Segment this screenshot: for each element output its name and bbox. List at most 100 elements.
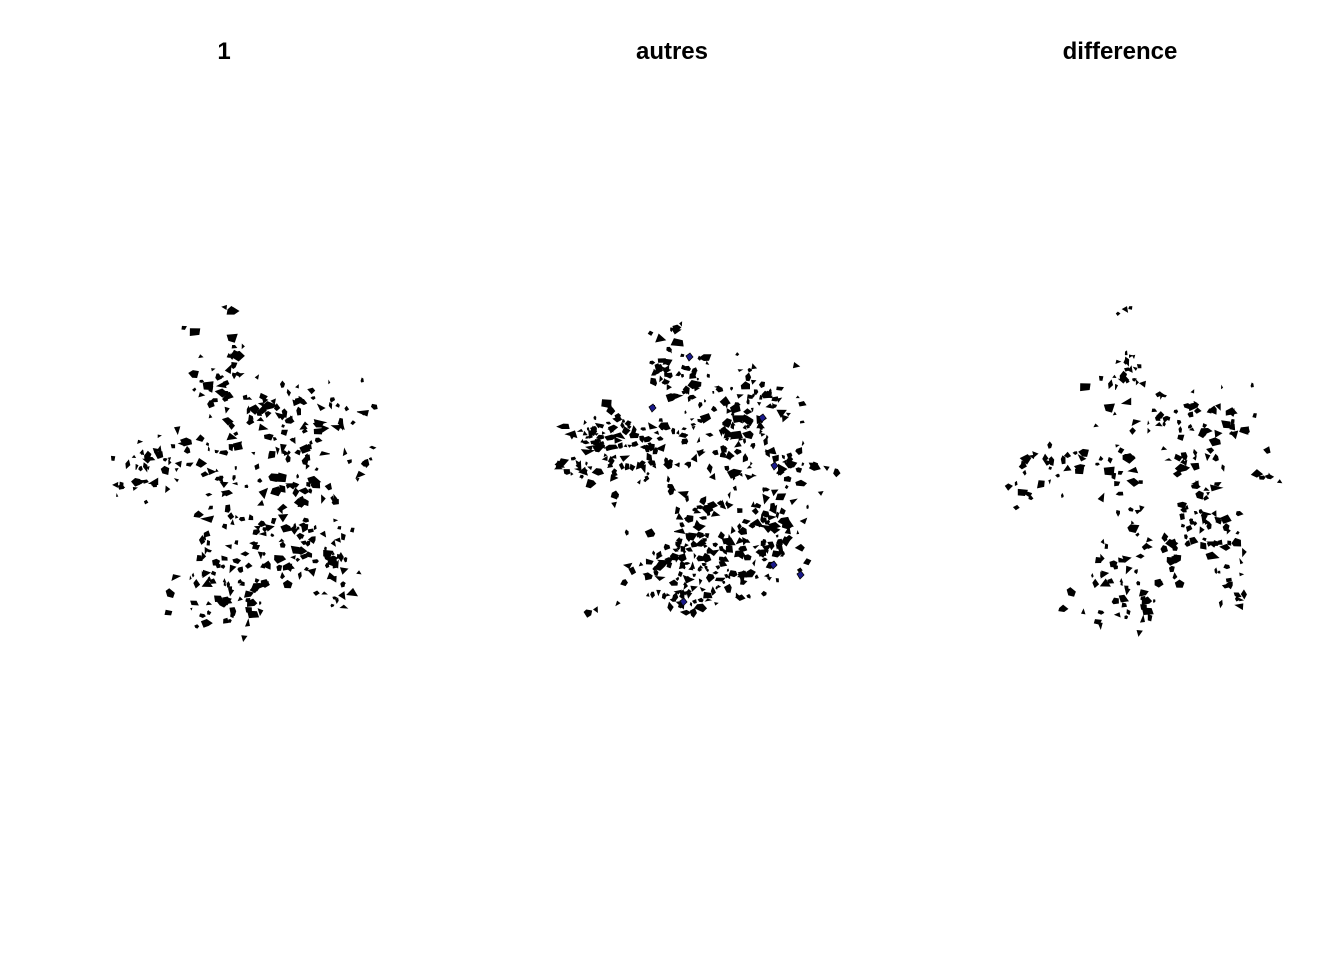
- parcel-polygon: [750, 501, 756, 508]
- parcel-polygon: [312, 559, 319, 564]
- parcel-polygon: [254, 463, 260, 471]
- parcel-polygon: [1235, 530, 1240, 535]
- parcel-polygon: [603, 453, 608, 458]
- parcel-polygon: [1022, 469, 1027, 476]
- parcel-polygon: [611, 501, 617, 509]
- parcel-polygon: [1187, 411, 1194, 418]
- parcel-polygon: [280, 429, 288, 436]
- parcel-polygon: [307, 387, 316, 395]
- parcel-polygon: [575, 459, 580, 465]
- parcel-polygon: [110, 455, 116, 461]
- parcel-polygon: [685, 575, 690, 581]
- parcel-polygon: [252, 587, 260, 592]
- parcel-polygon: [593, 415, 597, 421]
- parcel-polygon: [795, 447, 803, 455]
- parcel-polygon: [722, 580, 726, 585]
- parcel-polygon: [1124, 350, 1128, 356]
- parcel-polygon: [334, 537, 341, 543]
- parcel-polygon: [198, 392, 206, 398]
- parcel-polygon: [682, 550, 687, 555]
- parcel-polygon: [1177, 434, 1185, 441]
- parcel-polygon: [1042, 459, 1054, 466]
- parcel-polygon: [170, 444, 176, 449]
- parcel-polygon: [355, 470, 366, 479]
- parcel-polygon: [750, 379, 757, 385]
- parcel-polygon: [759, 394, 763, 400]
- parcel-polygon: [570, 471, 574, 476]
- parcel-polygon: [1214, 567, 1218, 575]
- parcel-polygon: [227, 618, 232, 623]
- parcel-polygon: [775, 578, 779, 583]
- parcel-polygon: [1117, 470, 1124, 475]
- parcel-polygon: [335, 597, 339, 605]
- parcel-polygon: [683, 543, 689, 548]
- parcel-polygon: [1131, 419, 1142, 426]
- parcel-polygon: [758, 381, 766, 388]
- parcel-polygon: [1221, 464, 1225, 472]
- parcel-polygon: [683, 562, 691, 565]
- parcel-polygon: [196, 554, 203, 562]
- parcel-polygon: [205, 492, 213, 497]
- parcel-polygon: [667, 483, 675, 490]
- parcel-polygon: [654, 576, 666, 582]
- parcel-polygon: [1107, 578, 1115, 584]
- parcel-polygon: [173, 478, 179, 483]
- parcel-polygon: [647, 422, 658, 430]
- parcel-polygon: [784, 525, 791, 535]
- parcel-polygon: [656, 436, 664, 441]
- map-panel-difference: difference: [896, 0, 1344, 960]
- parcel-polygon: [646, 452, 653, 462]
- parcel-polygon: [301, 427, 308, 434]
- parcel-polygon: [576, 428, 584, 432]
- parcel-polygon: [717, 531, 725, 540]
- parcel-polygon: [645, 592, 650, 597]
- parcel-polygon: [258, 423, 269, 431]
- parcel-polygon: [714, 602, 719, 606]
- parcel-polygon: [725, 545, 734, 553]
- parcel-polygon: [1042, 453, 1049, 462]
- parcel-polygon: [675, 512, 684, 520]
- parcel-polygon: [232, 475, 236, 482]
- parcel-polygon: [261, 401, 278, 410]
- parcel-polygon: [642, 572, 649, 577]
- parcel-polygon: [214, 595, 224, 603]
- parcel-polygon: [338, 591, 346, 601]
- parcel-polygon: [1172, 572, 1178, 580]
- parcel-polygon: [229, 607, 237, 617]
- parcel-polygon: [302, 421, 309, 426]
- parcel-polygon: [235, 514, 239, 519]
- parcel-polygon: [1126, 609, 1131, 616]
- parcel-polygon: [678, 561, 686, 570]
- parcel-polygon: [207, 548, 212, 553]
- parcel-polygon: [1170, 538, 1177, 548]
- parcel-polygon: [302, 517, 310, 523]
- parcel-polygon: [171, 574, 182, 581]
- parcel-polygon: [727, 491, 731, 499]
- parcel-polygon: [223, 617, 229, 624]
- parcel-polygon: [748, 523, 756, 529]
- parcel-polygon: [1238, 597, 1245, 602]
- parcel-polygon: [258, 531, 267, 537]
- parcel-polygon: [1121, 306, 1129, 313]
- parcel-polygon: [244, 484, 249, 489]
- parcel-polygon: [795, 467, 803, 473]
- parcel-polygon: [685, 547, 693, 552]
- parcel-polygon: [361, 411, 365, 416]
- parcel-polygon: [605, 421, 612, 425]
- parcel-polygon: [801, 462, 805, 466]
- parcel-polygon: [339, 567, 349, 575]
- parcel-polygon: [730, 423, 735, 430]
- parcel-polygon: [295, 557, 301, 562]
- parcel-polygon: [219, 481, 229, 488]
- parcel-polygon: [723, 583, 732, 593]
- parcel-polygon: [1250, 382, 1254, 388]
- parcel-polygon: [195, 434, 205, 442]
- parcel-polygon: [1019, 454, 1032, 465]
- parcel-polygon: [1160, 545, 1168, 554]
- parcel-polygon: [656, 559, 664, 570]
- map-autres: [553, 321, 841, 618]
- parcel-polygon: [1093, 619, 1102, 625]
- parcel-polygon: [1208, 437, 1221, 447]
- parcel-polygon: [186, 462, 194, 467]
- parcel-polygon: [636, 479, 641, 485]
